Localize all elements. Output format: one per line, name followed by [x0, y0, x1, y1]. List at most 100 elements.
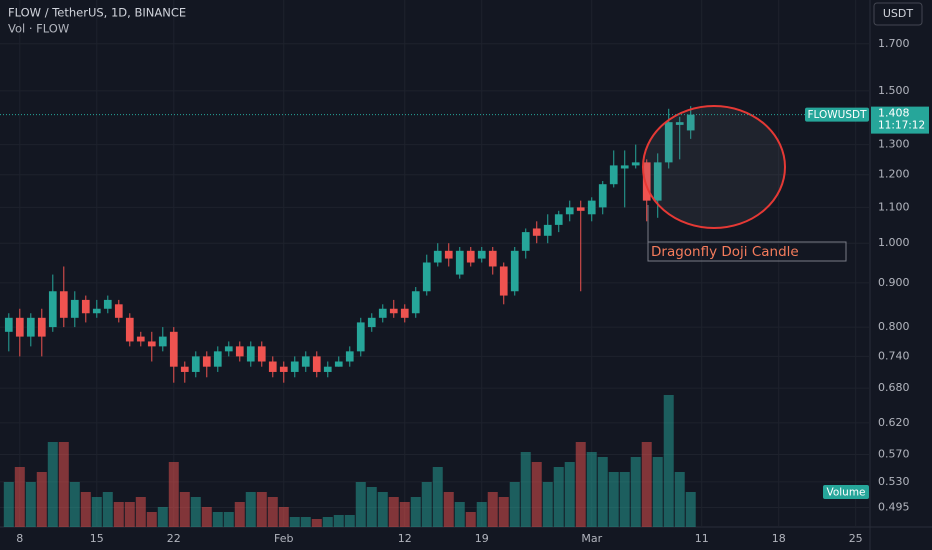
volume-bar [113, 502, 124, 527]
candle-body [26, 317, 35, 337]
annotation-box [647, 241, 847, 262]
candle-body [334, 361, 343, 367]
volume-bar [179, 492, 190, 527]
volume-bar [542, 482, 553, 527]
volume-bar [322, 517, 333, 527]
candle-body [169, 331, 178, 367]
candle-body [136, 336, 145, 342]
volume-bar [685, 492, 696, 527]
grid [0, 0, 870, 527]
volume-bar [201, 507, 212, 527]
candle-body [224, 346, 233, 352]
volume-bar [509, 482, 520, 527]
candle-body [191, 356, 200, 372]
volume-bar [25, 482, 36, 527]
volume-bar [102, 492, 113, 527]
annotation-text: Dragonfly Doji Candle [651, 244, 799, 260]
x-tick-label: 18 [772, 532, 786, 545]
y-tick-label: 1.300 [878, 138, 910, 151]
volume-bar [3, 482, 14, 527]
volume-bar [124, 502, 135, 527]
volume-bar [553, 467, 564, 527]
candle-body [466, 250, 475, 263]
volume-bar [355, 482, 366, 527]
axes: 0.495 0.530 0.570 0.620 0.680 0.740 0.800 0.900… [16, 37, 909, 545]
volume-bar [36, 472, 47, 527]
y-tick-label: 0.495 [878, 501, 910, 514]
volume-bar [608, 472, 619, 527]
y-tick-label: 0.680 [878, 381, 910, 394]
volume-pane [3, 395, 696, 527]
candle-body [125, 317, 134, 342]
volume-bar [388, 497, 399, 527]
x-tick-label: 8 [16, 532, 23, 545]
price-tag [871, 106, 929, 134]
unit-label[interactable]: USDT [883, 7, 914, 20]
volume-bar [619, 472, 630, 527]
candle-body [477, 250, 486, 259]
y-tick-label: 0.530 [878, 475, 910, 488]
candle-body [631, 162, 640, 166]
volume-bar [344, 515, 355, 527]
volume-bar [377, 492, 388, 527]
volume-bar [498, 497, 509, 527]
volume-bar [14, 467, 25, 527]
unit-button[interactable] [873, 2, 923, 26]
volume-bar [190, 497, 201, 527]
volume-bar [47, 442, 58, 527]
candle-body [554, 214, 563, 225]
candle-body [345, 351, 354, 362]
y-tick-label: 0.620 [878, 416, 910, 429]
candle-body [521, 232, 530, 251]
volume-bar [333, 515, 344, 527]
x-tick-label: 11 [695, 532, 709, 545]
candle-body [279, 366, 288, 372]
volume-bar [520, 452, 531, 527]
volume-bar [454, 502, 465, 527]
price-tag-value: 1.408 [878, 107, 910, 120]
candle-body [609, 165, 618, 185]
volume-bar [278, 507, 289, 527]
volume-bar [267, 497, 278, 527]
volume-bar [476, 502, 487, 527]
volume-bar [465, 512, 476, 527]
candle-body [411, 291, 420, 314]
volume-bar [256, 492, 267, 527]
candle-body [356, 322, 365, 352]
candle-body [147, 341, 156, 347]
candle-body [180, 366, 189, 372]
candle-body [543, 224, 552, 236]
candle-body [59, 291, 68, 318]
candle-body [433, 250, 442, 263]
symbol-tag-label: FLOWUSDT [807, 109, 867, 121]
candle-body [103, 299, 112, 309]
candle-body [235, 346, 244, 357]
volume-bar [641, 442, 652, 527]
candle-body [389, 308, 398, 314]
volume-bar [630, 457, 641, 527]
candle-body [323, 366, 332, 372]
volume-bar [663, 395, 674, 527]
candle-body [378, 308, 387, 318]
candle-body [686, 114, 695, 131]
candle-body [400, 308, 409, 318]
candle-body [246, 346, 255, 362]
candle-body [675, 122, 684, 125]
y-tick-label: 1.700 [878, 37, 910, 50]
symbol-tag [805, 107, 869, 122]
x-tick-label: Feb [274, 532, 293, 545]
x-tick-label: 15 [90, 532, 104, 545]
price-tag-countdown: 11:17:12 [878, 120, 925, 132]
candle-body [4, 317, 13, 332]
candle-body [92, 308, 101, 314]
volume-bar [58, 442, 69, 527]
volume-bar [564, 462, 575, 527]
volume-bar [157, 507, 168, 527]
candle-body [114, 304, 123, 318]
volume-bar [443, 492, 454, 527]
volume-bar [399, 502, 410, 527]
volume-tag-label: Volume [826, 487, 865, 499]
candle-body [158, 336, 167, 347]
